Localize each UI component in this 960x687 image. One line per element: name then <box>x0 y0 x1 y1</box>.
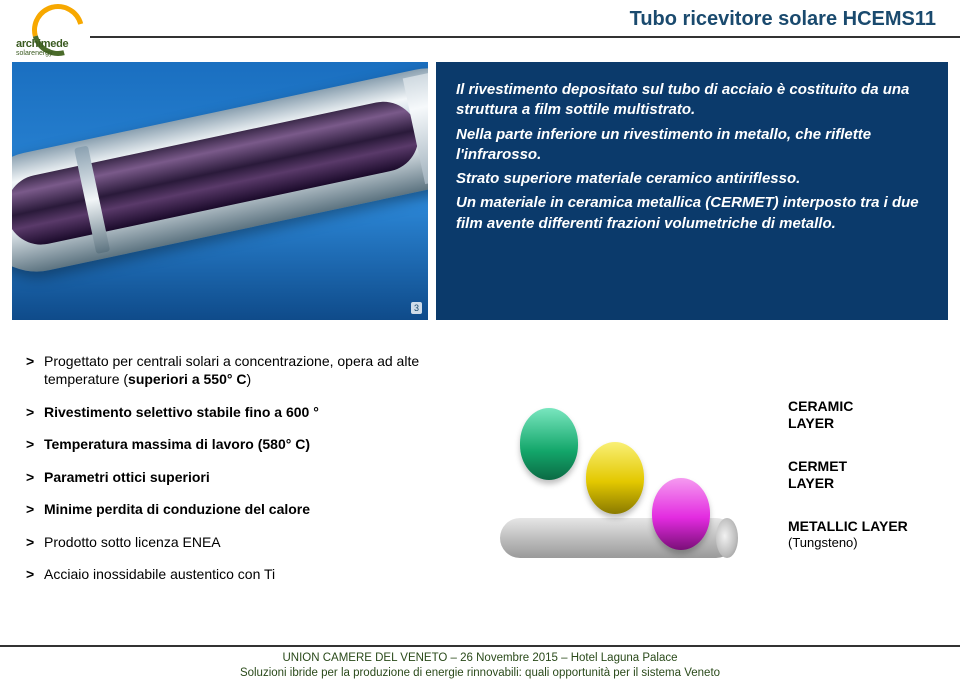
layer-labels: CERAMIC LAYER CERMET LAYER METALLIC LAYE… <box>788 398 908 577</box>
ceramic-label-1: CERAMIC <box>788 398 908 415</box>
footer-line-1: UNION CAMERE DEL VENETO – 26 Novembre 20… <box>0 651 960 666</box>
photo-counter: 3 <box>411 302 422 314</box>
footer: UNION CAMERE DEL VENETO – 26 Novembre 20… <box>0 651 960 681</box>
feature-1: Progettato per centrali solari a concent… <box>26 352 456 389</box>
tube-outer <box>12 62 428 283</box>
cermet-label-1: CERMET <box>788 458 908 475</box>
cermet-band <box>586 442 644 514</box>
tube-cylinder-end <box>716 518 738 558</box>
desc-p4: Un materiale in ceramica metallica (CERM… <box>456 193 930 234</box>
metallic-band <box>652 478 710 550</box>
feature-2: Rivestimento selettivo stabile fino a 60… <box>26 403 456 421</box>
feature-list: Progettato per centrali solari a concent… <box>26 352 456 598</box>
layer-diagram <box>490 400 790 570</box>
desc-p2: Nella parte inferiore un rivestimento in… <box>456 125 930 166</box>
feature-6: Prodotto sotto licenza ENEA <box>26 533 456 551</box>
feature-1-bold: superiori a 550° C <box>128 371 246 387</box>
logo-subtext: solarenergy <box>16 50 53 57</box>
receiver-tube-photo: 3 <box>12 62 428 320</box>
feature-7: Acciaio inossidabile austentico con Ti <box>26 565 456 583</box>
footer-line-2: Soluzioni ibride per la produzione di en… <box>0 666 960 681</box>
feature-4: Parametri ottici superiori <box>26 468 456 486</box>
ceramic-label: CERAMIC LAYER <box>788 398 908 432</box>
footer-divider <box>0 645 960 647</box>
tube-inner <box>12 95 425 251</box>
brand-logo: archimede solarenergy <box>10 4 120 60</box>
page-title: Tubo ricevitore solare HCEMS11 <box>630 8 936 31</box>
feature-1-c: ) <box>246 371 251 387</box>
slide: archimede solarenergy Tubo ricevitore so… <box>0 0 960 687</box>
ceramic-label-2: LAYER <box>788 415 908 432</box>
feature-3: Temperatura massima di lavoro (580° C) <box>26 435 456 453</box>
description-panel: Il rivestimento depositato sul tubo di a… <box>436 62 948 320</box>
cermet-label: CERMET LAYER <box>788 458 908 492</box>
title-underline <box>90 36 960 38</box>
ceramic-band <box>520 408 578 480</box>
logo-text: archimede <box>16 38 68 50</box>
desc-p3: Strato superiore materiale ceramico anti… <box>456 169 930 189</box>
metallic-label-1: METALLIC LAYER <box>788 518 908 535</box>
metallic-label-2: (Tungsteno) <box>788 535 908 551</box>
metallic-label: METALLIC LAYER (Tungsteno) <box>788 518 908 551</box>
desc-p1: Il rivestimento depositato sul tubo di a… <box>456 80 930 121</box>
cermet-label-2: LAYER <box>788 475 908 492</box>
feature-5: Minime perdita di conduzione del calore <box>26 500 456 518</box>
